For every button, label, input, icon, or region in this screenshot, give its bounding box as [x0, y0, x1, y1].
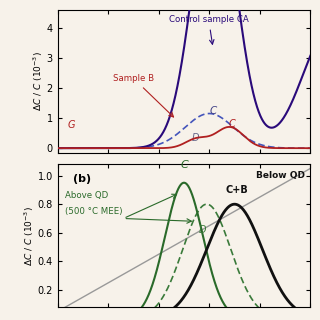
- Text: D: D: [192, 133, 199, 143]
- Text: C: C: [180, 160, 188, 171]
- Text: C: C: [210, 106, 217, 116]
- Text: (b): (b): [73, 174, 91, 184]
- Text: Below QD: Below QD: [256, 171, 305, 180]
- Text: C+B: C+B: [226, 185, 248, 195]
- Y-axis label: $\Delta C\ /\ C\ (10^{-3})$: $\Delta C\ /\ C\ (10^{-3})$: [23, 206, 36, 266]
- Text: Sample B: Sample B: [113, 74, 173, 117]
- Text: G: G: [68, 121, 75, 131]
- Text: Above QD: Above QD: [65, 191, 108, 200]
- Text: D: D: [199, 225, 207, 235]
- Text: C: C: [229, 119, 236, 129]
- Text: Control sample CA: Control sample CA: [169, 15, 249, 44]
- Text: (500 °C MEE): (500 °C MEE): [65, 207, 123, 216]
- Y-axis label: $\Delta C\ /\ C\ (10^{-3})$: $\Delta C\ /\ C\ (10^{-3})$: [32, 51, 45, 111]
